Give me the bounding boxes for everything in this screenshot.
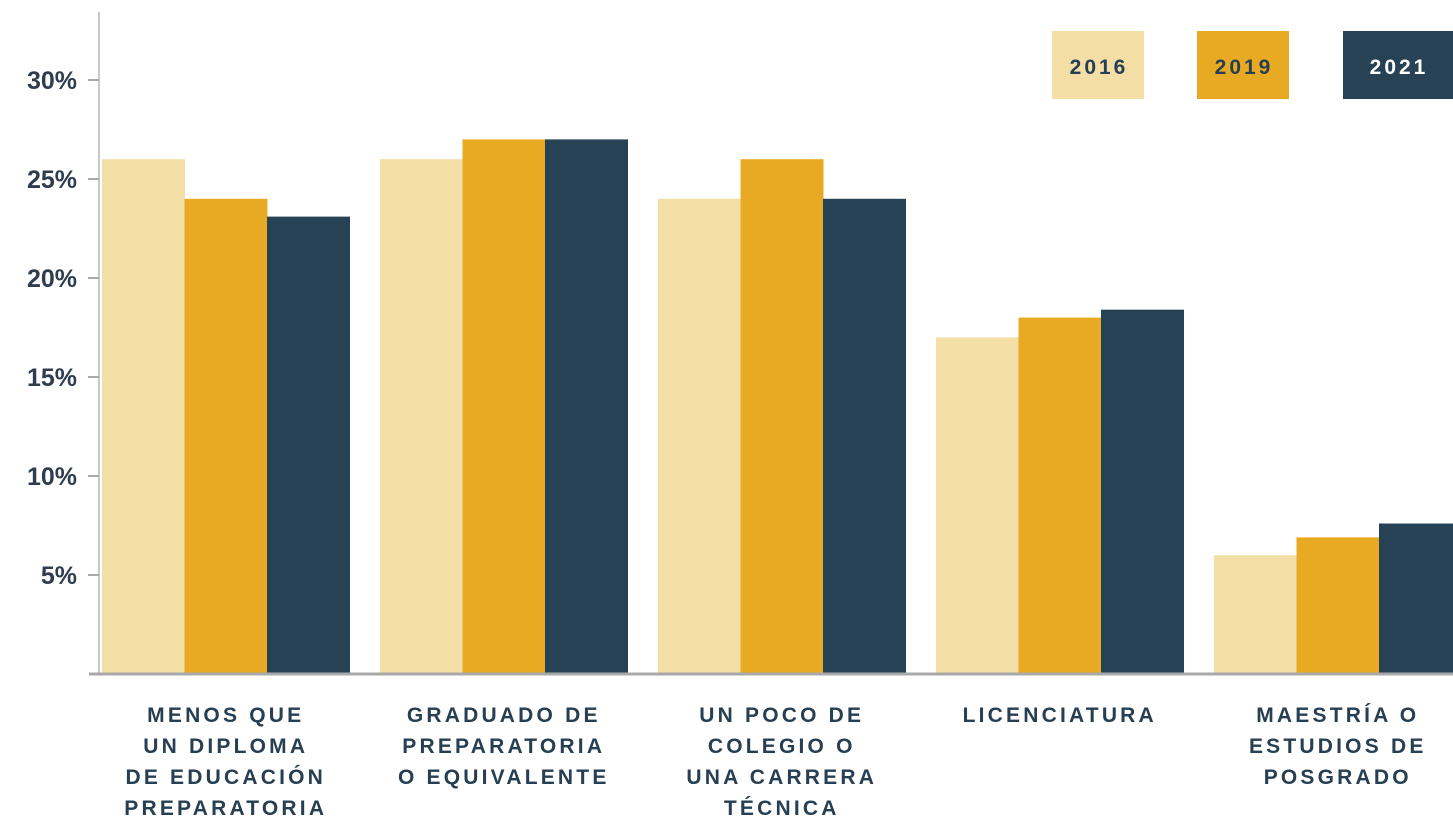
bar-2016-5 bbox=[1214, 555, 1297, 674]
bar-2016-3 bbox=[658, 198, 741, 675]
bar-2019-5 bbox=[1296, 537, 1380, 674]
bar-2016-4 bbox=[936, 337, 1019, 674]
x-category-label-line: PREPARATORIA bbox=[124, 797, 328, 820]
x-category-label: GRADUADO DE PREPARATORIA O EQUIVALENTE bbox=[374, 700, 634, 793]
x-category-label: MENOS QUE UN DIPLOMA DE EDUCACIÓN PREPARATO… bbox=[96, 700, 356, 824]
bar-2021-3 bbox=[823, 198, 906, 675]
y-tick-label: 5% bbox=[41, 562, 77, 590]
bar-2021-4 bbox=[1101, 309, 1184, 674]
bar-2021-1 bbox=[267, 216, 350, 674]
x-category-label-line: POSGRADO bbox=[1263, 766, 1412, 789]
bar-2019-1 bbox=[184, 198, 268, 675]
y-tick-label: 25% bbox=[27, 166, 77, 194]
x-category-label-line: UN DIPLOMA bbox=[143, 735, 309, 758]
bar-2019-3 bbox=[740, 159, 824, 674]
x-category-label-line: O EQUIVALENTE bbox=[397, 766, 610, 789]
x-category-label-line: DE EDUCACIÓN bbox=[125, 766, 327, 789]
axes-group bbox=[89, 12, 1453, 676]
x-category-label-line: TÉCNICA bbox=[723, 797, 840, 820]
y-tick-label: 15% bbox=[27, 364, 77, 392]
y-tick-label: 10% bbox=[27, 463, 77, 491]
x-category-label-line: PREPARATORIA bbox=[402, 735, 606, 758]
x-category-label-line: UN POCO DE bbox=[699, 704, 865, 727]
y-axis-ticks: 5% 10% 15% 20% 25% 30% bbox=[27, 67, 99, 590]
x-category-label-line: GRADUADO DE bbox=[406, 704, 601, 727]
bar-2019-4 bbox=[1018, 317, 1102, 674]
x-category-label-line: ESTUDIOS DE bbox=[1248, 735, 1427, 758]
x-category-label: MAESTRÍA O ESTUDIOS DE POSGRADO bbox=[1208, 700, 1453, 793]
legend-swatch-2016 bbox=[1052, 31, 1144, 99]
bar-2016-1 bbox=[102, 159, 185, 674]
legend-swatch-2019 bbox=[1197, 31, 1289, 99]
bar-2021-5 bbox=[1379, 523, 1453, 674]
legend-swatch-2021 bbox=[1343, 31, 1453, 99]
y-tick-label: 30% bbox=[27, 67, 77, 95]
bars-group bbox=[102, 139, 1453, 675]
x-category-label-line: COLEGIO O bbox=[707, 735, 856, 758]
legend-label-2021: 2021 bbox=[1370, 56, 1429, 79]
bar-2019-2 bbox=[462, 139, 546, 674]
bar-2016-2 bbox=[380, 159, 463, 674]
legend-label-2016: 2016 bbox=[1070, 56, 1129, 79]
x-category-label-line: UNA CARRERA bbox=[686, 766, 878, 789]
x-category-label: LICENCIATURA bbox=[930, 700, 1190, 731]
x-category-label-line: MENOS QUE bbox=[147, 704, 305, 727]
x-category-label-line: MAESTRÍA O bbox=[1256, 704, 1420, 727]
legend-label-2019: 2019 bbox=[1215, 56, 1274, 79]
x-category-label: UN POCO DE COLEGIO O UNA CARRERA TÉCNICA bbox=[652, 700, 912, 824]
x-category-label-line: LICENCIATURA bbox=[962, 704, 1157, 727]
legend: 2016 2019 2021 bbox=[1052, 31, 1453, 99]
bar-2021-2 bbox=[545, 139, 628, 674]
y-tick-label: 20% bbox=[27, 265, 77, 293]
